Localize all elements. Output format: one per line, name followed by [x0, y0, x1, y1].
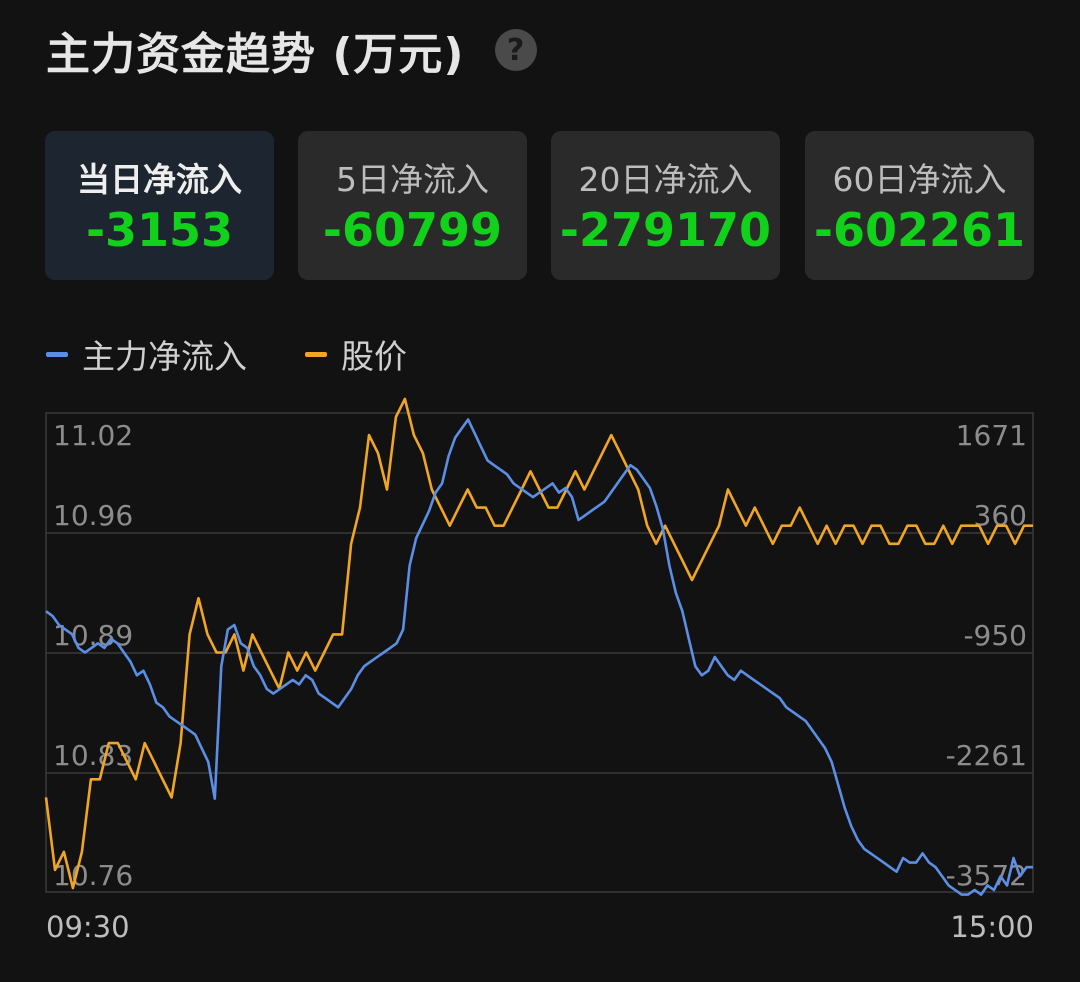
title-row: 主力资金趋势 (万元) ?: [46, 18, 537, 82]
x-axis-tick: 15:00: [950, 910, 1034, 944]
price-series-line: [44, 397, 1033, 890]
left-axis-tick: 10.83: [53, 739, 133, 772]
tab-20day-net-inflow[interactable]: 20日净流入 -279170: [551, 131, 780, 280]
legend-item-price[interactable]: 股价: [305, 330, 407, 378]
tab-60day-net-inflow[interactable]: 60日净流入 -602261: [805, 131, 1034, 280]
card-value: -3153: [85, 203, 234, 257]
flow-series-line: [45, 418, 1033, 896]
legend-label-flow: 主力净流入: [82, 337, 247, 376]
card-value: -279170: [559, 203, 772, 257]
tab-5day-net-inflow[interactable]: 5日净流入 -60799: [298, 131, 527, 280]
legend-item-flow[interactable]: 主力净流入: [46, 330, 247, 378]
legend-swatch-flow: [46, 351, 68, 357]
card-label: 20日净流入: [578, 160, 753, 199]
right-axis-tick: -950: [963, 619, 1027, 652]
left-axis-tick: 10.96: [53, 499, 133, 532]
page-title: 主力资金趋势 (万元): [46, 29, 465, 80]
left-axis-tick: 10.76: [53, 859, 133, 892]
card-value: -602261: [813, 203, 1026, 257]
left-axis-tick: 11.02: [53, 419, 133, 452]
x-axis-tick: 09:30: [46, 910, 130, 944]
right-axis-tick: 360: [974, 499, 1027, 532]
tab-today-net-inflow[interactable]: 当日净流入 -3153: [45, 131, 274, 280]
card-value: -60799: [322, 203, 503, 257]
legend-label-price: 股价: [341, 337, 407, 376]
right-axis-tick: -2261: [946, 739, 1027, 772]
right-axis-tick: 1671: [956, 419, 1027, 452]
help-icon[interactable]: ?: [494, 29, 537, 71]
card-label: 当日净流入: [77, 160, 242, 199]
chart-legend: 主力净流入 股价: [46, 330, 465, 378]
legend-swatch-price: [305, 351, 327, 357]
card-label: 60日净流入: [832, 160, 1007, 199]
card-label: 5日净流入: [336, 160, 489, 199]
